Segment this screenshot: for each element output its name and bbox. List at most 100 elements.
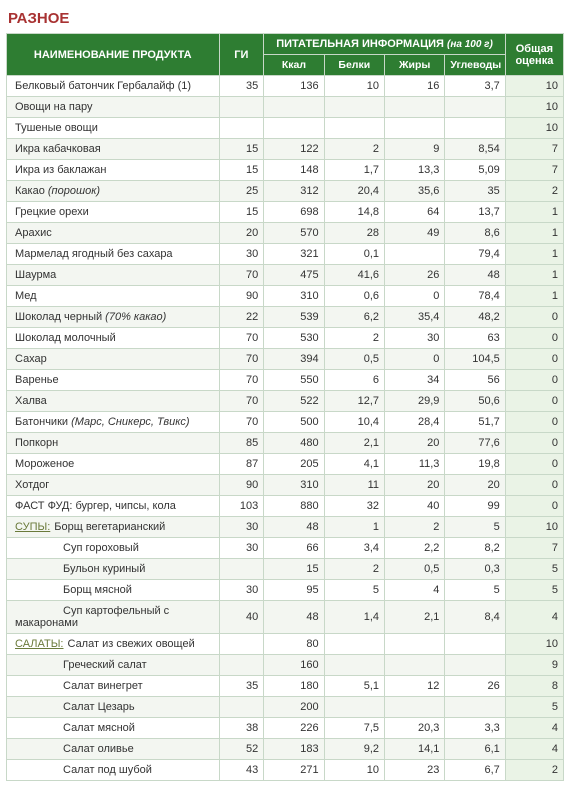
cell-gi: 15 (219, 202, 264, 223)
cell-gi: 40 (219, 601, 264, 634)
cell-kcal: 122 (264, 139, 324, 160)
cell-rating: 1 (505, 286, 563, 307)
cell-protein: 12,7 (324, 391, 384, 412)
th-protein: Белки (324, 55, 384, 76)
cell-kcal: 539 (264, 307, 324, 328)
cell-carbs: 63 (445, 328, 505, 349)
cell-rating: 10 (505, 118, 563, 139)
product-variant: (Марс, Сникерс, Твикс) (71, 416, 189, 428)
table-row: Мороженое872054,111,319,80 (7, 454, 564, 475)
cell-product: Батончики (Марс, Сникерс, Твикс) (7, 412, 220, 433)
product-name: Салат из свежих овощей (68, 638, 195, 650)
table-row: Салат Цезарь2005 (7, 697, 564, 718)
cell-kcal: 480 (264, 433, 324, 454)
cell-kcal: 66 (264, 538, 324, 559)
cell-rating: 0 (505, 433, 563, 454)
cell-fat: 13,3 (385, 160, 445, 181)
cell-protein: 1,4 (324, 601, 384, 634)
cell-kcal: 475 (264, 265, 324, 286)
table-row: Белковый батончик Гербалайф (1)351361016… (7, 76, 564, 97)
cell-gi: 30 (219, 580, 264, 601)
cell-protein: 10,4 (324, 412, 384, 433)
product-name: Шоколад молочный (15, 332, 116, 344)
cell-protein (324, 634, 384, 655)
product-name: Белковый батончик Гербалайф (1) (15, 80, 191, 92)
cell-gi: 90 (219, 286, 264, 307)
table-row: Икра из баклажан151481,713,35,097 (7, 160, 564, 181)
cell-fat: 0,5 (385, 559, 445, 580)
cell-product: Салат винегрет (7, 676, 220, 697)
cell-product: Арахис (7, 223, 220, 244)
cell-kcal: 48 (264, 517, 324, 538)
product-name: Тушеные овощи (15, 122, 98, 134)
cell-fat: 64 (385, 202, 445, 223)
cell-carbs: 8,2 (445, 538, 505, 559)
product-name: Грецкие орехи (15, 206, 89, 218)
cell-kcal: 80 (264, 634, 324, 655)
cell-rating: 10 (505, 634, 563, 655)
product-name: Мороженое (15, 458, 74, 470)
cell-product: ФАСТ ФУД: бургер, чипсы, кола (7, 496, 220, 517)
cell-carbs: 99 (445, 496, 505, 517)
table-row: Салат винегрет351805,112268 (7, 676, 564, 697)
cell-protein (324, 655, 384, 676)
product-name: Бульон куриный (63, 563, 145, 575)
cell-fat: 4 (385, 580, 445, 601)
cell-carbs: 13,7 (445, 202, 505, 223)
cell-product: Мороженое (7, 454, 220, 475)
cell-protein: 14,8 (324, 202, 384, 223)
product-name: Салат Цезарь (63, 701, 135, 713)
product-name: Овощи на пару (15, 101, 92, 113)
cell-fat: 34 (385, 370, 445, 391)
th-product: НАИМЕНОВАНИЕ ПРОДУКТА (7, 34, 220, 76)
cell-carbs: 48 (445, 265, 505, 286)
cell-kcal: 205 (264, 454, 324, 475)
cell-product: Шоколад молочный (7, 328, 220, 349)
cell-gi: 15 (219, 139, 264, 160)
cell-rating: 2 (505, 760, 563, 781)
cell-product: Попкорн (7, 433, 220, 454)
product-name: Халва (15, 395, 47, 407)
cell-carbs: 50,6 (445, 391, 505, 412)
cell-product: Халва (7, 391, 220, 412)
th-nutrition-group: ПИТАТЕЛЬНАЯ ИНФОРМАЦИЯ (на 100 г) (264, 34, 506, 55)
table-row: Суп гороховый30663,42,28,27 (7, 538, 564, 559)
cell-protein: 0,1 (324, 244, 384, 265)
cell-carbs: 0,3 (445, 559, 505, 580)
cell-gi: 103 (219, 496, 264, 517)
cell-protein: 9,2 (324, 739, 384, 760)
table-row: Бульон куриный1520,50,35 (7, 559, 564, 580)
cell-kcal: 880 (264, 496, 324, 517)
table-row: Грецкие орехи1569814,86413,71 (7, 202, 564, 223)
cell-product: Салат Цезарь (7, 697, 220, 718)
cell-fat (385, 97, 445, 118)
cell-product: Суп гороховый (7, 538, 220, 559)
th-carbs: Углеводы (445, 55, 505, 76)
product-name: Борщ мясной (63, 584, 132, 596)
cell-carbs: 26 (445, 676, 505, 697)
cell-gi: 30 (219, 538, 264, 559)
table-row: Шоколад черный (70% какао)225396,235,448… (7, 307, 564, 328)
cell-carbs: 79,4 (445, 244, 505, 265)
cell-kcal: 312 (264, 181, 324, 202)
cell-fat: 11,3 (385, 454, 445, 475)
cell-carbs: 5,09 (445, 160, 505, 181)
cell-product: Суп картофельный с макаронами (7, 601, 220, 634)
cell-rating: 7 (505, 160, 563, 181)
th-rating: Общая оценка (505, 34, 563, 76)
cell-protein: 7,5 (324, 718, 384, 739)
cell-carbs: 6,7 (445, 760, 505, 781)
product-name: Какао (15, 185, 48, 197)
cell-protein: 0,5 (324, 349, 384, 370)
product-name: Салат оливье (63, 743, 134, 755)
cell-fat: 28,4 (385, 412, 445, 433)
cell-gi: 70 (219, 391, 264, 412)
cell-fat: 23 (385, 760, 445, 781)
cell-rating: 9 (505, 655, 563, 676)
cell-kcal: 271 (264, 760, 324, 781)
cell-protein (324, 97, 384, 118)
table-row: СУПЫ:Борщ вегетарианский304812510 (7, 517, 564, 538)
cell-carbs (445, 634, 505, 655)
product-name: Салат мясной (63, 722, 135, 734)
table-row: Мед903100,6078,41 (7, 286, 564, 307)
